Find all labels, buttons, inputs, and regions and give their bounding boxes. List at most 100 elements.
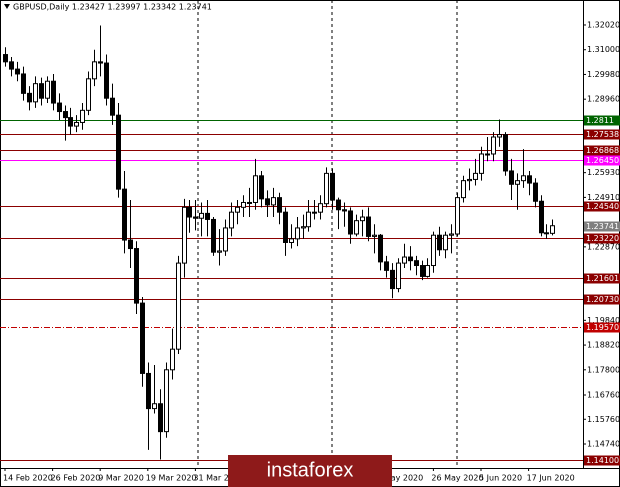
candle-body [110,97,115,116]
candle-body [461,180,466,199]
candle-body [205,212,210,220]
level-label: 1.27538 [586,130,619,139]
level-label: 1.24540 [586,202,619,211]
candle-body [527,175,532,184]
candle-body [116,114,121,190]
candle-body [283,211,288,243]
candle-body [485,153,490,156]
candle-body [354,220,359,235]
candle-body [211,218,216,253]
level-label-box [584,233,620,244]
candle-body [420,265,425,277]
candle-body [98,61,103,64]
candle-body [473,172,478,180]
candle-body [396,262,401,290]
candle-body [241,201,246,208]
candle-body [128,239,133,250]
y-tick-label: 1.24910 [587,193,620,202]
candle-body [104,62,109,99]
candle-body [134,248,139,304]
candle-body [366,216,371,237]
level-label: 1.23220 [586,234,619,243]
candle-body [544,232,549,235]
candle-body [521,175,526,182]
candle-body [306,211,311,228]
candle-body [449,233,454,236]
y-tick-label: 1.19840 [587,316,620,325]
candle-body [259,175,264,200]
y-tick-label: 1.16760 [587,391,620,400]
candle-body [21,73,26,94]
candle-body [229,211,234,229]
candle-body [80,109,85,123]
candle-body [86,78,91,111]
candle-body [15,68,20,75]
candle-body [176,262,181,350]
x-tick-label: 5 Jun 2020 [479,474,522,483]
y-tick-label: 1.32020 [587,20,620,29]
candle-body [217,250,222,253]
candle-body [318,203,323,213]
candle-body [33,83,38,103]
level-label-box [584,322,620,333]
candle-body [45,80,50,99]
level-label-box [584,455,620,466]
candle-body [324,172,329,205]
candle-body [57,102,62,113]
level-label-box [584,129,620,140]
candle-body [63,111,68,119]
level-label: 1.21601 [586,274,619,283]
y-tick-label: 1.29980 [587,70,620,79]
level-label-box [584,201,620,212]
x-tick-label: 14 Feb 2020 [3,474,53,483]
candle-body [277,197,282,213]
level-label-box [584,294,620,305]
x-tick-label: 26 Feb 2020 [51,474,101,483]
watermark-box [228,455,392,487]
y-tick-label: 1.28960 [587,95,620,104]
x-tick-label: 19 Mar 2020 [146,474,197,483]
candle-body [515,180,520,185]
candle-body [92,61,97,80]
candle-body [533,182,538,202]
candle-body [122,188,127,241]
candle-body [390,269,395,290]
candle-body [330,172,335,201]
candle-body [336,199,341,211]
level-label: 1.23741 [586,222,619,231]
level-label: 1.19570 [586,323,619,332]
candle-body [384,261,389,271]
candle-body [378,234,383,263]
candle-body [187,206,192,218]
candle-body [550,225,555,234]
level-label-box [584,115,620,126]
candle-body [301,226,306,229]
x-tick-label: 31 Mar 2020 [193,474,244,483]
candle-body [199,212,204,219]
candle-body [146,372,151,410]
y-tick-label: 1.22870 [587,242,620,251]
candle-body [51,80,56,104]
candle-body [158,403,163,433]
candle-body [479,153,484,174]
y-tick-label: 1.17800 [587,365,620,374]
y-tick-label: 1.14740 [587,439,620,448]
candle-body [509,170,514,185]
y-tick-label: 1.25930 [587,168,620,177]
candle-body [289,238,294,243]
candle-body [425,265,430,277]
candle-body [74,121,79,127]
candle-body [247,201,252,204]
candle-body [68,117,73,127]
level-label: 1.2811 [586,116,614,125]
candle-body [271,197,276,206]
candle-body [443,234,448,251]
level-label: 1.20730 [586,295,619,304]
candle-body [408,256,413,262]
candle-body [312,211,317,214]
candle-body [235,206,240,213]
candle-body [539,200,544,234]
level-label-box [584,273,620,284]
